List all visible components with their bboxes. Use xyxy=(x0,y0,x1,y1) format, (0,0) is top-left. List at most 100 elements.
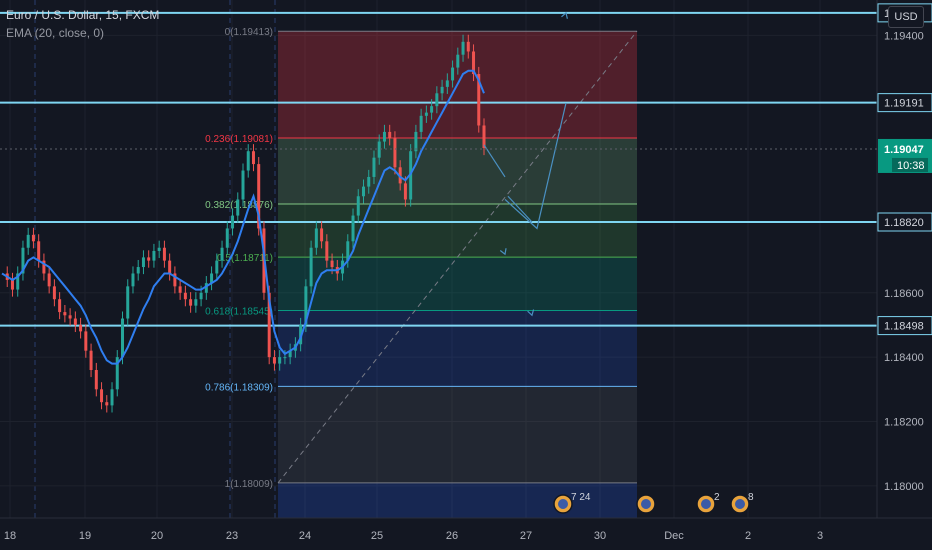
candle-body xyxy=(105,402,109,406)
candle-body xyxy=(351,215,355,242)
time-tick-label: 2 xyxy=(745,530,751,542)
event-count-label: 2 xyxy=(714,492,720,503)
candle-body xyxy=(131,273,135,287)
candle-body xyxy=(136,267,140,274)
flag-icon xyxy=(558,499,568,509)
candle-body xyxy=(84,331,88,351)
candle-body xyxy=(320,228,324,242)
candle-body xyxy=(409,151,413,200)
candle-body xyxy=(89,350,93,370)
fib-level-label: 0(1.19413) xyxy=(225,27,273,38)
candle-body xyxy=(178,286,182,293)
fib-trend-line xyxy=(277,30,638,484)
level-price-tag xyxy=(877,316,932,336)
candle-body xyxy=(451,67,455,81)
candle-body xyxy=(37,241,41,261)
candle-body xyxy=(194,299,198,306)
countdown-tag xyxy=(892,157,928,172)
fib-zone xyxy=(278,257,637,311)
candle-body xyxy=(362,186,365,197)
time-tick-label: 30 xyxy=(594,530,606,542)
candle-body xyxy=(461,41,465,55)
candle-body xyxy=(382,131,386,142)
candle-body xyxy=(126,286,130,319)
candle-body xyxy=(251,151,255,165)
candle-body xyxy=(466,41,470,52)
candle-body xyxy=(58,299,62,313)
candle-body xyxy=(16,273,20,290)
candle-body xyxy=(157,247,161,251)
fib-level-label: 0.5(1.18711) xyxy=(217,253,273,264)
projection-arrow-path xyxy=(507,195,533,223)
candle-body xyxy=(110,389,114,406)
candle-body xyxy=(162,247,166,261)
candle-body xyxy=(356,196,360,216)
candle-body xyxy=(225,228,229,248)
candle-body xyxy=(377,141,381,158)
candle-body xyxy=(47,273,51,287)
candle-body xyxy=(115,357,119,390)
projection-arrowhead xyxy=(561,11,568,19)
candle-body xyxy=(10,279,14,290)
candle-body xyxy=(330,260,334,268)
candle-body xyxy=(189,299,193,306)
fib-zone xyxy=(278,310,637,387)
level-price-tag xyxy=(877,212,932,232)
level-price-label: 1.18820 xyxy=(884,217,924,229)
candle-body xyxy=(204,283,208,293)
candle-body xyxy=(94,370,98,390)
time-tick-label: 27 xyxy=(520,530,532,542)
flag-icon xyxy=(735,499,745,509)
price-tick-label: 1.18600 xyxy=(884,288,924,300)
symbol-title[interactable]: Euro / U.S. Dollar, 15, FXCM xyxy=(6,8,160,22)
candle-body xyxy=(52,286,56,300)
time-tick-label: 19 xyxy=(79,530,91,542)
candle-body xyxy=(288,350,292,358)
candle-body xyxy=(367,176,371,187)
fib-level-label: 1(1.18009) xyxy=(225,479,273,490)
price-tick-label: 1.18000 xyxy=(884,481,924,493)
flag-icon xyxy=(641,499,651,509)
candle-body xyxy=(314,228,318,248)
candle-body xyxy=(68,315,72,319)
candle-body xyxy=(440,86,444,94)
price-tick-label: 1.19400 xyxy=(884,30,924,42)
time-tick-label: 25 xyxy=(371,530,383,542)
bar-countdown-label: 10:38 xyxy=(897,160,925,172)
time-tick-label: 24 xyxy=(299,530,311,542)
fib-zone xyxy=(278,386,637,483)
candle-body xyxy=(73,318,77,325)
candle-body xyxy=(267,292,271,358)
time-tick-label: 23 xyxy=(226,530,238,542)
time-axis-panel xyxy=(0,518,932,550)
candle-body xyxy=(414,131,418,152)
candle-body xyxy=(210,273,214,284)
candle-body xyxy=(477,74,481,126)
candle-body xyxy=(430,106,434,113)
candle-body xyxy=(403,183,407,200)
ema-line xyxy=(1,69,485,365)
fib-extension-zone xyxy=(278,482,637,518)
candle-body xyxy=(183,292,187,300)
candle-body xyxy=(231,215,235,229)
ema-indicator-label[interactable]: EMA (20, close, 0) xyxy=(6,26,105,40)
projection-arrowhead xyxy=(527,309,535,317)
price-tick-label: 1.18400 xyxy=(884,352,924,364)
candle-body xyxy=(215,260,219,274)
candle-body xyxy=(141,257,145,268)
fib-zone xyxy=(278,138,637,204)
last-price-label: 1.19047 xyxy=(884,144,924,156)
candle-body xyxy=(31,234,35,242)
candle-body xyxy=(278,357,282,364)
candle-body xyxy=(304,286,308,325)
candle-body xyxy=(63,312,67,316)
currency-badge[interactable]: USD xyxy=(888,6,924,28)
candle-body xyxy=(173,273,177,287)
candle-body xyxy=(388,131,392,139)
candle-body xyxy=(241,170,245,200)
level-price-label: 1.18498 xyxy=(884,321,924,333)
candle-body xyxy=(26,234,30,248)
fib-zone xyxy=(278,203,637,258)
candle-body xyxy=(152,250,156,261)
